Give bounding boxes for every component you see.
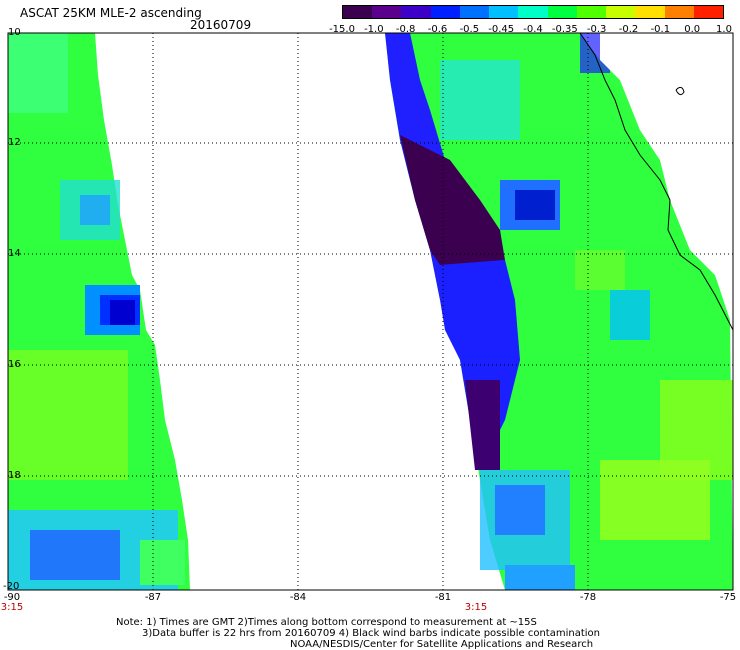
lat-label-18: 18 <box>8 470 21 481</box>
colorbar-label: -0.8 <box>395 24 416 35</box>
colorbar-label: -0.6 <box>427 24 448 35</box>
lat-label-14: 14 <box>8 248 21 259</box>
colorbar-label: -15.0 <box>329 24 355 35</box>
colorbar <box>342 5 724 19</box>
colorbar-segment <box>664 6 694 18</box>
colorbar-label: -0.2 <box>618 24 639 35</box>
footer-note-line2: 3)Data buffer is 22 hrs from 20160709 4)… <box>142 628 600 639</box>
lon-label-90: -90 <box>3 592 21 603</box>
left-swath <box>8 33 190 590</box>
colorbar-segment <box>576 6 607 18</box>
colorbar-segment <box>547 6 577 18</box>
colorbar-segment <box>635 6 665 18</box>
right-swath <box>385 32 734 590</box>
lat-label-20: -20 <box>3 581 20 592</box>
colorbar-label: 1.0 <box>716 24 732 35</box>
time-label-left: 3:15 <box>0 602 24 613</box>
colorbar-label: -0.5 <box>459 24 480 35</box>
colorbar-segment <box>401 6 431 18</box>
footer-note-line1: Note: 1) Times are GMT 2)Times along bot… <box>116 617 537 628</box>
colorbar-label: -0.45 <box>488 24 515 35</box>
colorbar-segment <box>343 6 373 18</box>
colorbar-segment <box>372 6 402 18</box>
colorbar-label: -1.0 <box>364 24 384 35</box>
lon-label-84: -84 <box>289 592 307 603</box>
lon-label-78: -78 <box>579 592 597 603</box>
colorbar-segment <box>693 6 724 18</box>
colorbar-label: -0.1 <box>650 24 671 35</box>
map-frame <box>7 32 734 591</box>
lon-label-87: -87 <box>144 592 162 603</box>
colorbar-label: 0.0 <box>684 24 701 35</box>
lon-label-81: -81 <box>434 592 452 603</box>
product-title: ASCAT 25KM MLE-2 ascending <box>20 6 202 20</box>
product-date: 20160709 <box>190 18 252 32</box>
colorbar-label: -0.4 <box>523 24 543 35</box>
time-label-right: 3:15 <box>464 602 488 613</box>
colorbar-segment <box>430 6 460 18</box>
lat-label-10: 10 <box>8 27 21 38</box>
colorbar-segment <box>518 6 548 18</box>
colorbar-segment <box>489 6 519 18</box>
lat-label-12: 12 <box>8 137 21 148</box>
colorbar-label: -0.35 <box>551 24 578 35</box>
graticule <box>8 33 733 590</box>
colorbar-segment <box>459 6 490 18</box>
footer-note-line3: NOAA/NESDIS/Center for Satellite Applica… <box>290 639 594 650</box>
colorbar-segment <box>606 6 636 18</box>
colorbar-label: -0.3 <box>586 24 607 35</box>
lon-label-75: -75 <box>719 592 737 603</box>
lat-label-16: 16 <box>8 359 21 370</box>
